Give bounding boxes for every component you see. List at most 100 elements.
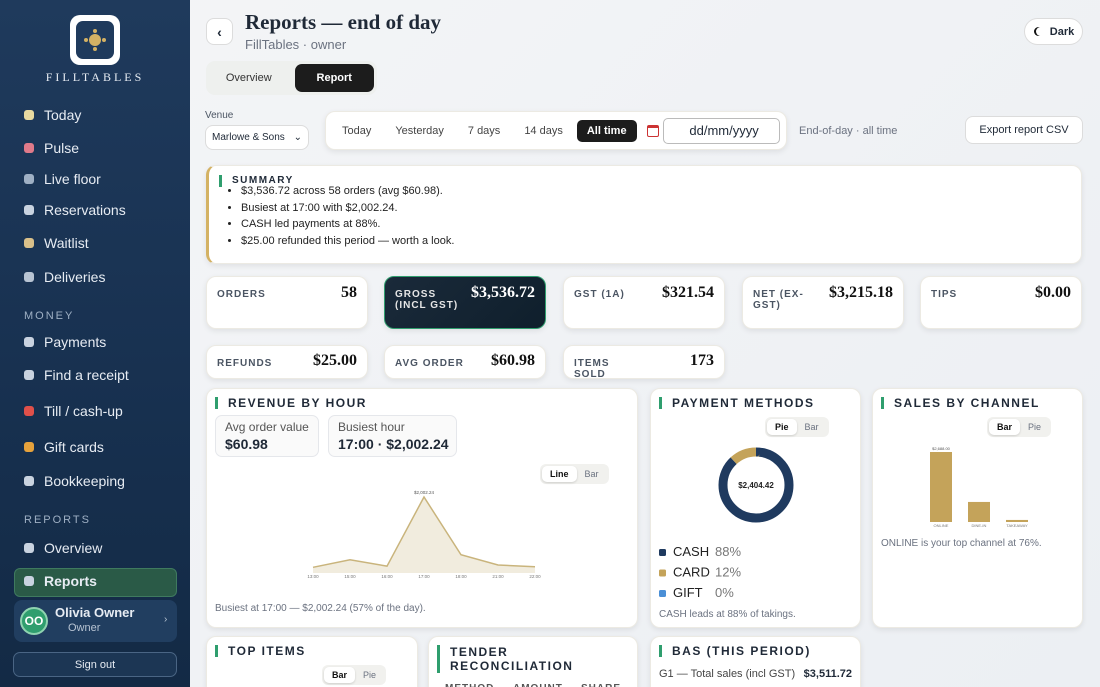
summary-item: Busiest at 17:00 with $2,002.24. — [241, 200, 454, 217]
nav-icon — [24, 174, 34, 184]
toggle-option[interactable]: Pie — [363, 670, 377, 680]
section-heading: REPORTS — [24, 514, 91, 526]
caption: Busiest at 17:00 — $2,002.24 (57% of the… — [215, 603, 426, 614]
summary-item: $25.00 refunded this period — worth a lo… — [241, 233, 454, 250]
kpi-card: ORDERS 58 — [206, 276, 368, 329]
range-option[interactable]: 7 days — [467, 124, 501, 137]
nav-item[interactable]: Overview — [24, 540, 102, 556]
donut-segment — [718, 447, 794, 523]
legend-swatch — [659, 549, 666, 556]
x-tick-label: 16:00 — [381, 574, 393, 579]
legend-value: 0% — [715, 585, 734, 600]
area — [313, 497, 535, 573]
toggle-option[interactable]: Line — [542, 466, 577, 482]
nav-item[interactable]: Deliveries — [24, 269, 105, 285]
avatar: OO — [20, 607, 48, 635]
nav-label: Pulse — [44, 140, 80, 156]
card-title: PAYMENT METHODS — [659, 397, 815, 409]
chart-toggle: Pie Bar — [765, 417, 829, 437]
kpi-value: $25.00 — [313, 352, 357, 369]
legend-swatch — [659, 590, 666, 597]
venue-select[interactable]: Marlowe & Sons ⌄ — [205, 125, 309, 150]
tabs: Overview Report — [206, 61, 377, 95]
nav-item[interactable]: Pulse — [24, 140, 79, 156]
kpi-label: GST (1A) — [574, 289, 625, 300]
nav-icon — [24, 576, 34, 586]
venue-label: Venue — [205, 110, 234, 121]
export-button[interactable]: Export report CSV — [965, 116, 1083, 144]
nav-item[interactable]: Live floor — [24, 171, 101, 187]
nav-icon — [24, 476, 34, 486]
toggle-option[interactable]: Bar — [989, 419, 1021, 435]
nav-icon — [24, 442, 34, 452]
stat-box: Avg order value $60.98 — [215, 415, 319, 457]
nav-item[interactable]: Today — [24, 107, 81, 123]
range-option[interactable]: 14 days — [524, 124, 563, 137]
kpi-label: REFUNDS — [217, 358, 273, 369]
kpi-value: $60.98 — [491, 352, 535, 369]
nav-item[interactable]: Till / cash-up — [24, 403, 123, 419]
bas-label: G1 — Total sales (incl GST) — [659, 668, 796, 680]
range-bar: Today Yesterday 7 days 14 days All time dd/mm… — [325, 111, 787, 150]
value-label: $2,688.00 — [932, 446, 951, 451]
x-tick-label: 18:00 — [455, 574, 467, 579]
nav-item[interactable]: Reservations — [24, 202, 126, 218]
toggle-option[interactable]: Pie — [767, 419, 797, 435]
nav-icon — [24, 238, 34, 248]
legend-label: CARD — [673, 565, 710, 580]
summary-item: $3,536.72 across 58 orders (avg $60.98). — [241, 183, 454, 200]
stat-box: Busiest hour 17:00 · $2,002.24 — [328, 415, 457, 457]
chart: ONLINE $2,688.00 DINE-IN TAKEAWAY — [930, 446, 1028, 528]
nav-icon — [24, 543, 34, 553]
kpi-card: TIPS $0.00 — [920, 276, 1082, 329]
range-option[interactable]: All time — [576, 119, 637, 142]
kpi-value: 58 — [341, 284, 357, 301]
active-nav-bg — [14, 568, 177, 597]
toggle-option[interactable]: Bar — [324, 667, 356, 683]
calendar-icon — [646, 124, 659, 137]
channel-card: SALES BY CHANNEL ONLINE is your top chan… — [872, 388, 1083, 628]
tab[interactable]: Report — [294, 64, 374, 92]
bar — [1006, 519, 1028, 522]
kpi-label: GROSS (INCL GST) — [395, 289, 459, 311]
page-title: Reports — end of day — [245, 10, 442, 34]
toggle-option[interactable]: Bar — [584, 469, 599, 479]
nav-item[interactable]: Payments — [24, 334, 106, 350]
nav-item[interactable]: Reports — [24, 573, 97, 589]
nav-label: Find a receipt — [44, 367, 129, 383]
nav-item[interactable]: Waitlist — [24, 235, 89, 251]
center-label: $2,404.42 — [738, 481, 774, 490]
column-header: AMOUNT — [513, 683, 563, 687]
stat-label: Avg order value — [225, 420, 309, 434]
bar — [930, 452, 952, 522]
nav-label: Deliveries — [44, 269, 106, 285]
value-label: $2,002.24 — [414, 490, 435, 495]
kpi-card: GROSS (INCL GST) $3,536.72 — [384, 276, 546, 329]
kpi-label: ORDERS — [217, 289, 266, 300]
range-option[interactable]: Yesterday — [395, 124, 444, 137]
chevron: › — [164, 614, 168, 625]
user-role: Owner — [68, 622, 101, 634]
user-card[interactable]: OO Olivia Owner Owner › — [14, 600, 177, 642]
toggle-option[interactable]: Bar — [804, 422, 819, 432]
nav-label: Waitlist — [44, 235, 89, 251]
kpi-value: $321.54 — [662, 284, 714, 301]
back-button[interactable]: ‹ — [206, 18, 233, 45]
theme-button[interactable]: Dark — [1024, 18, 1083, 45]
nav-item[interactable]: Gift cards — [24, 439, 104, 455]
kpi-value: $0.00 — [1035, 284, 1071, 301]
legend-label: GIFT — [673, 585, 703, 600]
nav-item[interactable]: Bookkeeping — [24, 473, 125, 489]
caption: ONLINE is your top channel at 76%. — [881, 538, 1042, 549]
sign-out[interactable]: Sign out — [13, 652, 177, 677]
chart-toggle: Bar Pie — [987, 417, 1052, 437]
nav-label: Bookkeeping — [44, 473, 125, 489]
toggle-option[interactable]: Pie — [1028, 422, 1042, 432]
legend-value: 88% — [715, 544, 741, 559]
stat-value: 17:00 · $2,002.24 — [338, 436, 449, 452]
nav-item[interactable]: Find a receipt — [24, 367, 129, 383]
tab[interactable]: Overview — [225, 72, 272, 84]
date-input[interactable]: dd/mm/yyyy — [662, 117, 780, 144]
range-option[interactable]: Today — [342, 124, 372, 137]
